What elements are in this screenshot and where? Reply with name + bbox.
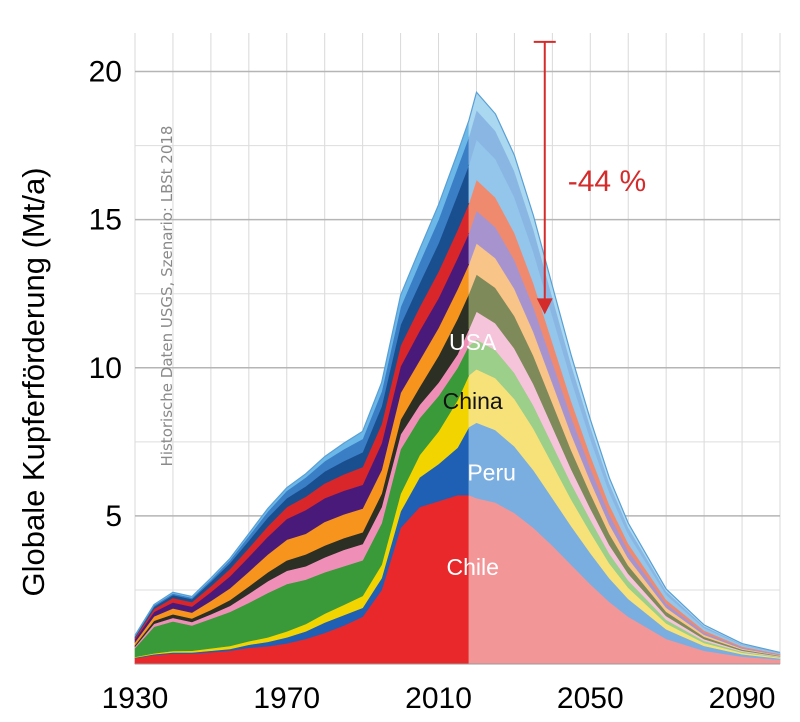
y-tick-label: 20 [89,56,122,89]
y-axis-label: Globale Kupferförderung (Mt/a) [16,167,51,596]
x-tick-label: 2050 [557,682,624,715]
x-tick-label: 1970 [253,682,320,715]
y-tick-labels: 5 10 15 20 [89,56,122,533]
country-label-china: China [443,388,503,414]
country-labels: USA China Peru Chile [443,329,516,580]
decline-arrow-head [536,298,553,315]
y-tick-label: 15 [89,204,122,237]
x-tick-label: 2010 [405,682,472,715]
x-tick-label: 1930 [102,682,169,715]
y-tick-label: 5 [105,500,122,533]
decline-annotation: -44 % [533,40,646,315]
x-tick-labels: 1930 1970 2010 2050 2090 [102,682,776,715]
country-label-chile: Chile [446,554,498,580]
decline-percent-label: -44 % [568,165,646,198]
country-label-usa: USA [449,329,497,355]
x-tick-label: 2090 [709,682,776,715]
country-label-peru: Peru [467,459,516,485]
source-note: Historische Daten USGS, Szenario: LBSt 2… [158,126,176,467]
stacked-areas [134,90,781,665]
y-tick-label: 10 [89,352,122,385]
total-outline [134,90,781,653]
